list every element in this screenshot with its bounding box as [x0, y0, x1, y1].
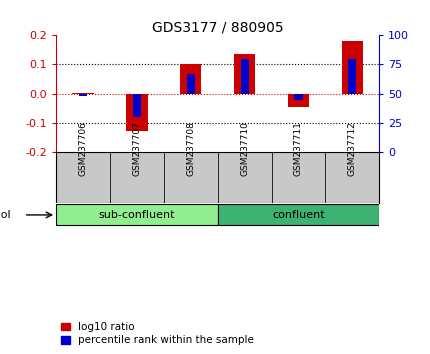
Bar	[325, 152, 378, 203]
Bar	[341, 41, 362, 93]
Title: GDS3177 / 880905: GDS3177 / 880905	[151, 20, 283, 34]
Bar	[271, 152, 325, 203]
Legend: log10 ratio, percentile rank within the sample: log10 ratio, percentile rank within the …	[61, 322, 253, 345]
Text: confluent: confluent	[271, 210, 324, 220]
Bar	[217, 152, 271, 203]
Bar	[56, 205, 217, 225]
Bar	[186, 74, 194, 93]
Text: GSM237710: GSM237710	[240, 121, 249, 176]
Bar	[287, 93, 309, 107]
Bar	[240, 59, 248, 93]
Text: GSM237707: GSM237707	[132, 121, 141, 176]
Text: GSM237706: GSM237706	[78, 121, 87, 176]
Bar	[233, 54, 255, 93]
Text: GSM237708: GSM237708	[186, 121, 195, 176]
Bar	[294, 93, 302, 101]
Text: growth protocol: growth protocol	[0, 210, 10, 220]
Bar	[217, 205, 378, 225]
Bar	[79, 93, 87, 96]
Bar	[132, 93, 141, 117]
Bar	[163, 152, 217, 203]
Bar	[56, 152, 110, 203]
Text: GSM237711: GSM237711	[293, 121, 302, 176]
Text: GSM237712: GSM237712	[347, 122, 356, 176]
Text: sub-confluent: sub-confluent	[98, 210, 175, 220]
Bar	[180, 64, 201, 93]
Bar	[110, 152, 163, 203]
Bar	[126, 93, 147, 131]
Bar	[347, 59, 356, 93]
